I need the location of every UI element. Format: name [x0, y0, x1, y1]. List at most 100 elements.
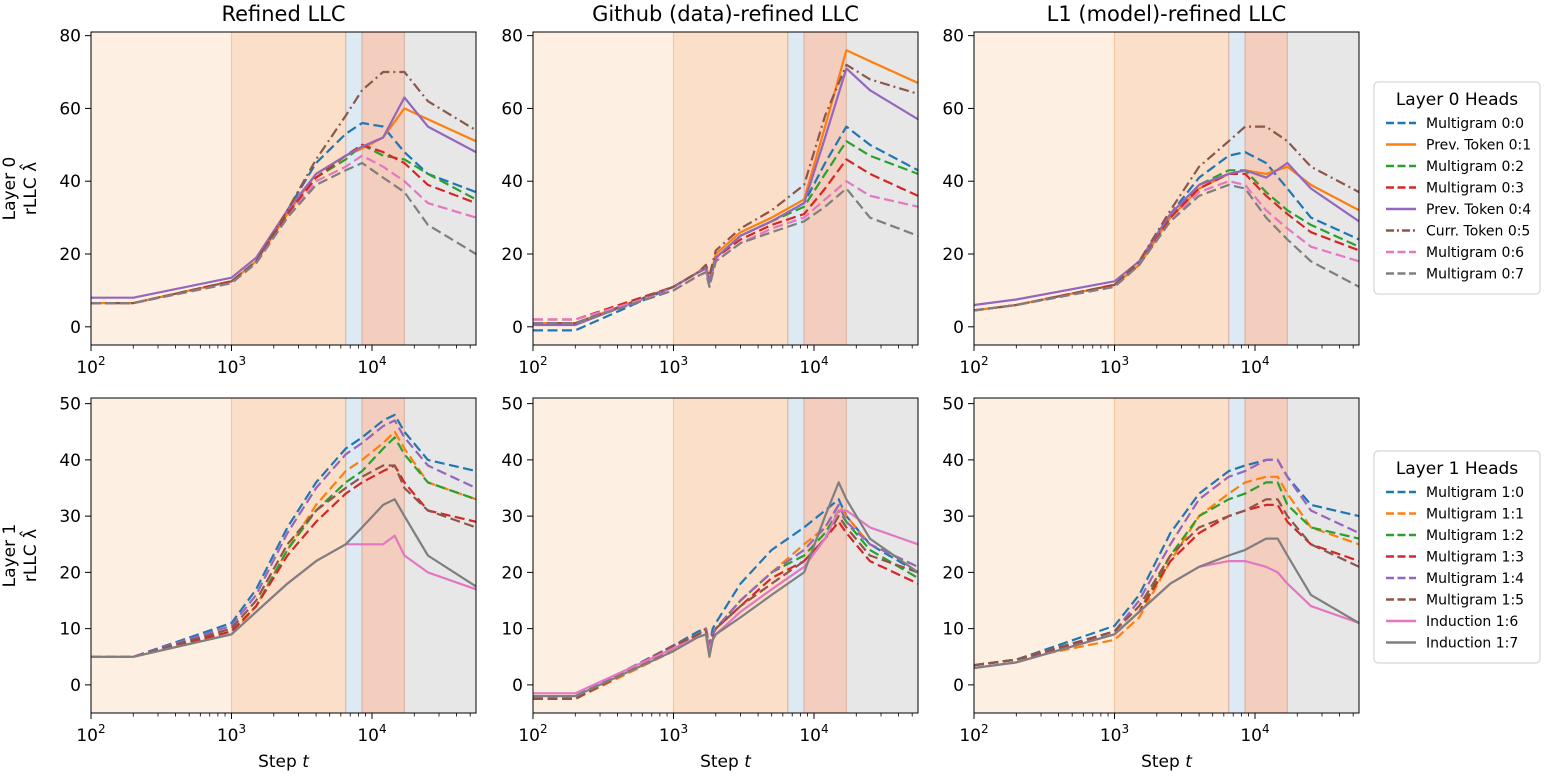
legend-item-label: Multigram 1:0: [1426, 485, 1524, 501]
series-line-multigram-0-3: [91, 143, 476, 305]
y-tick-label: 20: [501, 245, 523, 265]
y-tick-label: 20: [59, 563, 81, 583]
series-line-curr-token-0-5: [91, 70, 476, 305]
series-line-curr-token-0-5: [533, 63, 918, 325]
x-tick-label: 103: [217, 354, 246, 378]
x-tick-base: 10: [959, 726, 981, 746]
x-tick-exponent: 4: [1262, 354, 1270, 368]
series-line-multigram-1-5: [533, 515, 918, 700]
series-line-prev-token-0-4: [533, 67, 918, 327]
y-tick-label: 0: [953, 318, 964, 338]
x-tick-base: 10: [518, 726, 540, 746]
x-tick-label: 103: [1100, 722, 1129, 746]
x-tick-exponent: 3: [680, 354, 688, 368]
x-tick-base: 10: [76, 358, 98, 378]
y-tick-label: 80: [942, 27, 964, 47]
series-line-prev-token-0-4: [91, 96, 476, 299]
x-tick-exponent: 2: [981, 722, 989, 736]
stage-band-4: [362, 398, 405, 713]
x-tick-base: 10: [357, 726, 379, 746]
y-tick-label: 20: [942, 563, 964, 583]
series-line-prev-token-0-4: [974, 161, 1359, 307]
series-line-multigram-1-0: [533, 498, 918, 698]
stage-band-3: [1228, 32, 1246, 345]
x-axis-label-variable: t: [1185, 752, 1193, 772]
series-line-curr-token-0-5: [974, 125, 1359, 312]
x-axis-label: Step t: [1141, 752, 1193, 772]
stage-band-4: [1245, 398, 1288, 713]
x-tick-base: 10: [357, 358, 379, 378]
series-line-multigram-0-0: [974, 151, 1359, 312]
stage-band-1: [91, 398, 232, 713]
x-tick-exponent: 4: [821, 722, 829, 736]
y-tick-label: 50: [59, 395, 81, 415]
x-tick-label: 103: [659, 354, 688, 378]
y-tick-label: 40: [501, 451, 523, 471]
series-line-multigram-1-3: [91, 464, 476, 658]
y-tick-label: 40: [942, 172, 964, 192]
stage-band-1: [974, 32, 1115, 345]
x-axis-label-prefix: Step: [1141, 752, 1185, 772]
stage-band-3: [345, 32, 363, 345]
stage-band-4: [1245, 32, 1288, 345]
y-tick-label: 60: [501, 99, 523, 119]
y-tick-label: 10: [501, 620, 523, 640]
stage-band-5: [404, 398, 476, 713]
series-line-multigram-0-2: [974, 169, 1359, 312]
y-tick-label: 80: [501, 27, 523, 47]
series-line-induction-1-6: [533, 509, 918, 695]
x-tick-label: 102: [518, 354, 547, 378]
series-line-induction-1-7: [974, 537, 1359, 670]
y-tick-label: 30: [942, 507, 964, 527]
x-tick-exponent: 2: [540, 354, 548, 368]
panel-series-group: [974, 458, 1359, 670]
legend-item-label: Multigram 0:2: [1426, 159, 1524, 175]
x-tick-exponent: 3: [1121, 354, 1129, 368]
y-tick-label: 20: [59, 245, 81, 265]
series-line-multigram-1-5: [974, 498, 1359, 667]
y-tick-label: 40: [942, 451, 964, 471]
stage-band-1: [533, 32, 674, 345]
stage-band-3: [787, 32, 805, 345]
x-tick-exponent: 2: [98, 722, 106, 736]
panel-series-group: [91, 70, 476, 305]
legend-item-label: Multigram 1:1: [1426, 507, 1524, 523]
x-axis-label-prefix: Step: [700, 752, 744, 772]
x-tick-label: 102: [518, 722, 547, 746]
legend-item-label: Multigram 1:5: [1426, 593, 1524, 609]
series-line-multigram-0-3: [974, 172, 1359, 312]
stage-band-5: [1287, 398, 1359, 713]
stage-band-2: [231, 32, 346, 345]
x-tick-label: 104: [1240, 722, 1269, 746]
legend-title: Layer 1 Heads: [1396, 459, 1518, 479]
y-tick-label: 80: [59, 27, 81, 47]
y-tick-label: 30: [501, 507, 523, 527]
legend-item-label: Induction 1:6: [1426, 614, 1518, 630]
y-axis-label-line2: rLLC λ̂: [18, 162, 41, 215]
y-tick-label: 10: [942, 620, 964, 640]
x-tick-exponent: 4: [379, 354, 387, 368]
stage-band-2: [673, 32, 788, 345]
series-line-multigram-1-2: [974, 481, 1359, 667]
panel-series-group: [533, 481, 918, 700]
x-tick-exponent: 3: [1121, 722, 1129, 736]
x-tick-label: 103: [1100, 354, 1129, 378]
x-tick-base: 10: [518, 358, 540, 378]
series-line-multigram-0-2: [91, 143, 476, 305]
x-tick-base: 10: [1240, 726, 1262, 746]
x-tick-exponent: 4: [821, 354, 829, 368]
series-line-multigram-1-5: [91, 464, 476, 658]
x-tick-label: 102: [959, 354, 988, 378]
y-tick-label: 30: [59, 507, 81, 527]
panel-frame: [532, 397, 919, 714]
x-tick-exponent: 3: [238, 354, 246, 368]
y-tick-label: 0: [512, 318, 523, 338]
series-line-multigram-0-7: [91, 161, 476, 305]
panel-frame: [973, 31, 1360, 346]
x-tick-base: 10: [76, 726, 98, 746]
series-line-multigram-1-4: [91, 419, 476, 658]
series-line-induction-1-7: [533, 481, 918, 698]
x-tick-exponent: 4: [1262, 722, 1270, 736]
